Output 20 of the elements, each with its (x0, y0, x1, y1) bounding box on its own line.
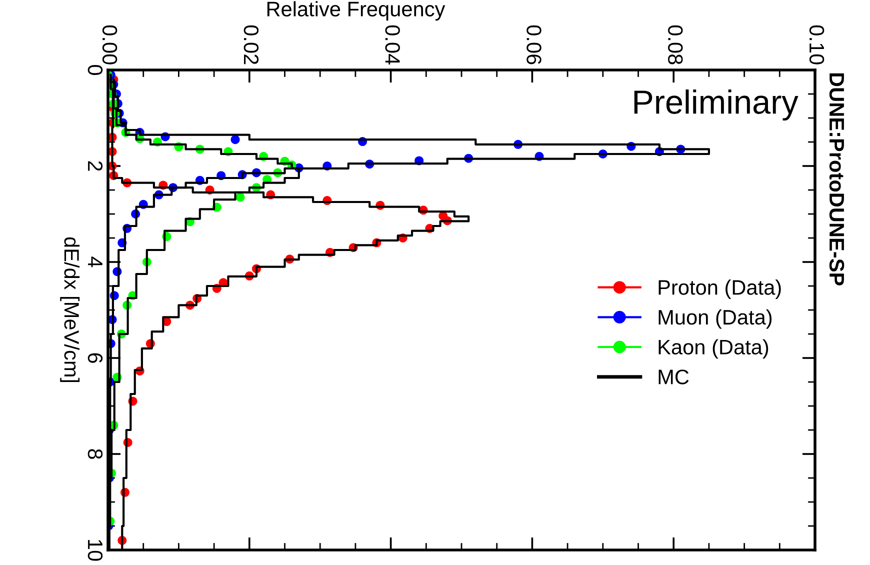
x-tick-label: 0.02 (244, 25, 259, 64)
legend-label: Proton (Data) (658, 280, 781, 299)
legend-label: Muon (Data) (658, 309, 772, 329)
x-tick-label: 0.04 (385, 25, 400, 65)
x-axis-title: Relative Frequency (267, 1, 446, 21)
text: DUNE:ProtoDUNE-SP (829, 73, 844, 286)
legend-label: Kaon (Data) (658, 339, 768, 359)
y-tick-label: 0 (88, 65, 103, 75)
x-tick-label: 0.00 (102, 25, 118, 64)
y-tick-label: 4 (88, 256, 102, 268)
legend-label: MC (658, 370, 689, 384)
y-tick-label: 2 (88, 161, 103, 171)
x-tick-label: 0.10 (809, 25, 824, 64)
annotation: Preliminary (634, 89, 798, 121)
y-axis-title: dE/dx [MeV/cm] (60, 237, 80, 382)
y-tick-label: 8 (88, 449, 103, 459)
y-tick-label: 10 (88, 540, 103, 561)
y-tick-label: 6 (88, 353, 103, 363)
x-tick-label: 0.06 (526, 25, 542, 64)
x-tick-label: 0.08 (668, 25, 683, 64)
